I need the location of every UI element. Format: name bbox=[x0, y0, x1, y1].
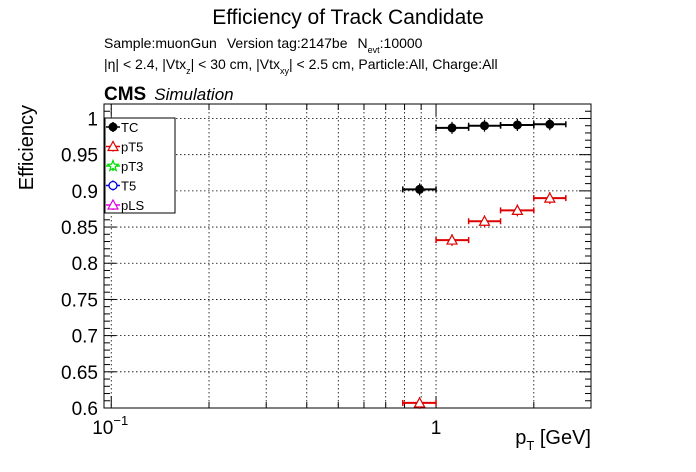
legend-marker-pLS bbox=[106, 198, 120, 210]
y-tick-label: 0.9 bbox=[72, 182, 98, 203]
TC-point bbox=[545, 119, 555, 129]
y-tick-labels: 0.6 0.65 0.7 0.75 0.8 0.85 0.9 0.95 1 bbox=[61, 109, 98, 420]
legend-label-pT3: pT3 bbox=[121, 159, 143, 174]
x-axis-title: pT [GeV] bbox=[515, 427, 591, 453]
plot-frame bbox=[103, 103, 592, 409]
vtx-xy-subscript: xy bbox=[280, 66, 290, 76]
chart-title: Efficiency of Track Candidate bbox=[212, 6, 484, 29]
info-line-2: |η| < 2.4, |Vtxz| < 30 cm, |Vtxxy| < 2.5… bbox=[104, 56, 498, 76]
legend-label-T5: T5 bbox=[121, 179, 136, 194]
y-tick-label: 0.7 bbox=[72, 327, 98, 348]
cut-vtx-z: | < 30 cm, |Vtx bbox=[191, 56, 280, 72]
cms-header: CMS Simulation bbox=[104, 84, 234, 105]
nevt-subscript: evt bbox=[368, 45, 381, 55]
y-tick-label: 0.75 bbox=[61, 290, 98, 311]
y-tick-label: 0.85 bbox=[61, 218, 98, 239]
sample-label: Sample:muonGun bbox=[104, 35, 217, 51]
y-tick-label: 0.65 bbox=[61, 363, 98, 384]
pT5-point bbox=[511, 204, 524, 215]
x-tick-label: 10−1 bbox=[92, 413, 128, 439]
legend-label-TC: TC bbox=[121, 120, 138, 135]
y-tick-label: 1 bbox=[87, 109, 98, 130]
cut-eta-vtx: |η| < 2.4, |Vtx bbox=[104, 56, 186, 72]
legend-marker-pT3 bbox=[106, 158, 120, 172]
axis-ticks bbox=[104, 103, 592, 409]
pT5-point bbox=[478, 215, 491, 226]
legend-marker-TC bbox=[108, 122, 118, 132]
y-tick-label: 0.6 bbox=[72, 399, 98, 420]
vtx-z-subscript: z bbox=[186, 66, 191, 76]
pT5-point bbox=[543, 191, 556, 203]
TC-point bbox=[415, 184, 425, 194]
info-line-1: Sample:muonGun Version tag:2147be Nevt:100… bbox=[104, 35, 423, 55]
pT5-point bbox=[445, 233, 459, 245]
TC-point bbox=[512, 120, 522, 130]
legend: TC pT5 pT3 T5 pLS bbox=[104, 117, 176, 214]
simulation-label: Simulation bbox=[154, 85, 233, 104]
y-tick-label: 0.95 bbox=[61, 146, 98, 167]
x-tick-label: 1 bbox=[431, 418, 442, 439]
legend-marker-pT5 bbox=[106, 140, 120, 152]
legend-label-pT5: pT5 bbox=[121, 140, 143, 155]
x-tick-labels: 10−1 1 bbox=[92, 413, 441, 439]
nevt-value: :10000 bbox=[380, 35, 423, 51]
data-series bbox=[402, 118, 567, 409]
nevt-label: N bbox=[358, 35, 368, 51]
pT5-point bbox=[413, 396, 426, 408]
version-label: Version tag:2147be bbox=[227, 35, 348, 51]
cms-label: CMS bbox=[104, 84, 146, 105]
TC-point bbox=[479, 121, 489, 131]
legend-label-pLS: pLS bbox=[121, 198, 144, 213]
y-axis-title: Efficiency bbox=[16, 105, 38, 190]
grid bbox=[104, 104, 592, 409]
legend-marker-T5 bbox=[108, 180, 118, 191]
y-tick-label: 0.8 bbox=[72, 254, 98, 275]
TC-point bbox=[447, 123, 457, 133]
cut-vtx-xy-particle: | < 2.5 cm, Particle:All, Charge:All bbox=[289, 56, 498, 72]
